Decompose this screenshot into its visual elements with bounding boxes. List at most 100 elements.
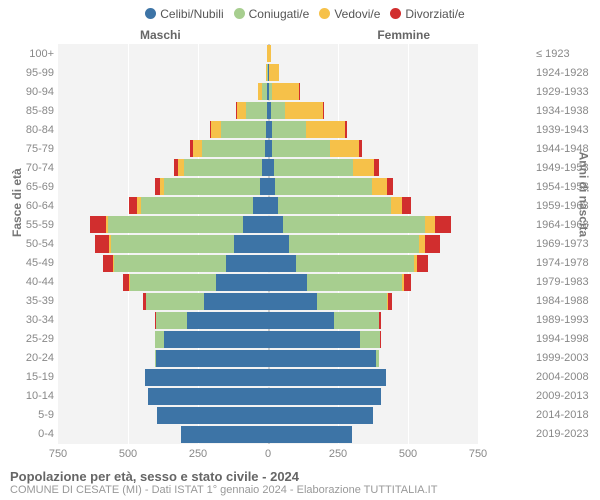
x-tick-label: 250 [189, 448, 207, 460]
bar-segment [90, 216, 105, 233]
bar-segment [268, 255, 296, 272]
pyramid-row [58, 406, 478, 425]
pyramid-row [58, 387, 478, 406]
bar-segment [268, 45, 271, 62]
bar-segment [317, 293, 387, 310]
birth-year-label: 2004-2008 [536, 371, 600, 383]
pyramid-row [58, 425, 478, 444]
bar-segment [376, 350, 379, 367]
bar-segment [108, 216, 242, 233]
age-label: 40-44 [0, 276, 54, 288]
bar-segment [148, 388, 268, 405]
bar-segment [234, 235, 268, 252]
pyramid-row [58, 292, 478, 311]
pyramid-row [58, 82, 478, 101]
pyramid-row [58, 63, 478, 82]
age-label: 45-49 [0, 257, 54, 269]
age-label: 70-74 [0, 162, 54, 174]
bar-segment [374, 159, 378, 176]
bar-segment [111, 235, 234, 252]
bar-segment [417, 255, 428, 272]
birth-year-label: 1994-1998 [536, 333, 600, 345]
x-tick-label: 500 [399, 448, 417, 460]
bar-segment [221, 121, 266, 138]
pyramid-row [58, 44, 478, 63]
x-tick-label: 750 [49, 448, 67, 460]
bar-segment [289, 235, 419, 252]
bar-segment [236, 102, 237, 119]
bar-segment [246, 102, 267, 119]
bar-segment [174, 159, 178, 176]
bar-segment [260, 178, 268, 195]
birth-year-label: 1934-1938 [536, 105, 600, 117]
bar-segment [353, 159, 374, 176]
bar-segment [129, 197, 137, 214]
bar-segment [345, 121, 347, 138]
birth-year-label: 2014-2018 [536, 409, 600, 421]
bar-segment [181, 426, 268, 443]
bar-segment [307, 274, 402, 291]
pyramid-row [58, 101, 478, 120]
pyramid-row [58, 120, 478, 139]
age-label: 100+ [0, 48, 54, 60]
birth-year-label: 1964-1968 [536, 219, 600, 231]
legend-label: Celibi/Nubili [160, 7, 223, 21]
x-tick-label: 250 [329, 448, 347, 460]
bar-segment [226, 255, 268, 272]
bar-segment [404, 274, 411, 291]
bar-segment [380, 331, 381, 348]
pyramid-row [58, 311, 478, 330]
bar-segment [160, 178, 164, 195]
bar-segment [372, 178, 387, 195]
bar-segment [425, 235, 440, 252]
bar-segment [425, 216, 435, 233]
bar-segment [274, 159, 354, 176]
birth-year-label: 1969-1973 [536, 238, 600, 250]
pyramid-row [58, 254, 478, 273]
bar-segment [323, 102, 324, 119]
bar-segment [237, 102, 245, 119]
age-label: 10-14 [0, 390, 54, 402]
age-label: 90-94 [0, 86, 54, 98]
pyramid-row [58, 177, 478, 196]
bar-segment [334, 312, 379, 329]
birth-year-label: 1974-1978 [536, 257, 600, 269]
age-label: 65-69 [0, 181, 54, 193]
bar-segment [243, 216, 268, 233]
age-labels: 100+95-9990-9485-8980-8475-7970-7465-696… [0, 44, 54, 444]
bar-segment [379, 312, 381, 329]
bar-segment [164, 331, 268, 348]
bar-segment [146, 293, 203, 310]
birth-year-label: 2009-2013 [536, 390, 600, 402]
population-pyramid-chart: Celibi/NubiliConiugati/eVedovi/eDivorzia… [0, 0, 600, 500]
plot-area [58, 44, 478, 444]
bar-segment [106, 216, 109, 233]
birth-year-label: 2019-2023 [536, 428, 600, 440]
bar-segment [268, 197, 278, 214]
bar-segment [103, 255, 113, 272]
bar-segment [155, 350, 156, 367]
bar-segment [113, 255, 114, 272]
bar-segment [387, 178, 393, 195]
age-label: 5-9 [0, 409, 54, 421]
bar-segment [114, 255, 226, 272]
bar-segment [268, 350, 376, 367]
bar-segment [391, 197, 402, 214]
bar-segment [137, 197, 140, 214]
x-tick-label: 0 [265, 448, 271, 460]
bar-segment [435, 216, 452, 233]
age-label: 30-34 [0, 314, 54, 326]
bar-segment [202, 140, 265, 157]
bar-segment [145, 369, 268, 386]
x-tick-label: 500 [119, 448, 137, 460]
bar-segment [253, 197, 268, 214]
age-label: 15-19 [0, 371, 54, 383]
birth-year-label: 1944-1948 [536, 143, 600, 155]
pyramid-row [58, 330, 478, 349]
age-label: 35-39 [0, 295, 54, 307]
birth-year-label: 1924-1928 [536, 67, 600, 79]
bar-segment [157, 407, 268, 424]
age-label: 85-89 [0, 105, 54, 117]
x-tick-label: 750 [469, 448, 487, 460]
bar-segment [184, 159, 262, 176]
